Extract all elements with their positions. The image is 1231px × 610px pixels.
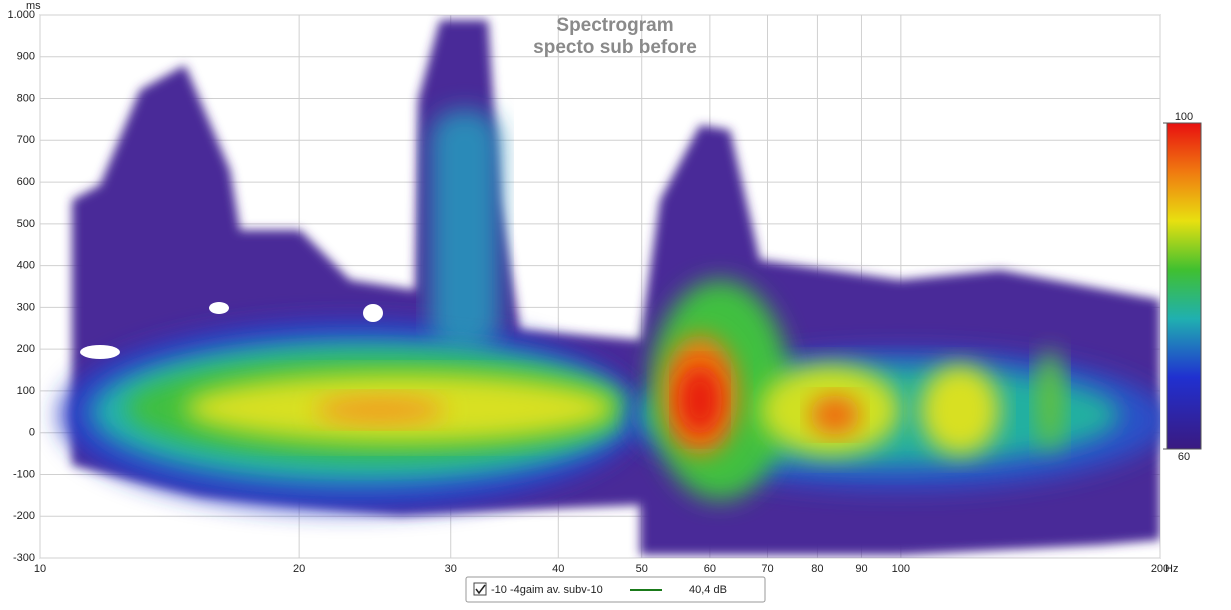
y-tick-label: 700: [17, 134, 35, 146]
x-tick-label: 20: [293, 563, 305, 575]
x-tick-label: 40: [552, 563, 564, 575]
x-tick-label: 30: [445, 563, 457, 575]
y-tick-label: 800: [17, 92, 35, 104]
y-tick-label: 300: [17, 301, 35, 313]
x-tick-label: 100: [892, 563, 910, 575]
colorbar-tick-label: 100: [1175, 111, 1193, 123]
chart-subtitle: specto sub before: [533, 37, 697, 58]
y-tick-label: 100: [17, 385, 35, 397]
y-unit: ms: [26, 0, 41, 12]
y-tick-label: 500: [17, 218, 35, 230]
y-tick-label: -300: [13, 552, 35, 564]
x-tick-label: 90: [855, 563, 867, 575]
y-tick-label: -200: [13, 510, 35, 522]
x-unit: Hz: [1165, 563, 1178, 575]
x-tick-label: 60: [704, 563, 716, 575]
y-tick-label: 400: [17, 260, 35, 272]
x-tick-label: 70: [761, 563, 773, 575]
x-tick-label: 50: [636, 563, 648, 575]
colorbar-tick-label: 60: [1178, 451, 1190, 463]
x-tick-label: 10: [34, 563, 46, 575]
x-tick-label: 200: [1151, 563, 1169, 575]
x-tick-label: 80: [811, 563, 823, 575]
chart-title: Spectrogram: [556, 15, 673, 36]
heatmap: [60, 20, 1160, 555]
y-tick-label: -100: [13, 468, 35, 480]
legend: [465, 576, 766, 603]
y-tick-label: 600: [17, 176, 35, 188]
y-tick-label: 900: [17, 51, 35, 63]
y-tick-label: 0: [29, 427, 35, 439]
y-tick-label: 1.000: [7, 9, 35, 21]
y-tick-label: 200: [17, 343, 35, 355]
check: [475, 584, 486, 595]
colorbar: [1166, 122, 1202, 450]
legend-checkbox[interactable]: [473, 582, 487, 596]
legend-label: -10 -4gaim av. subv-10: [491, 584, 603, 596]
legend-value: 40,4 dB: [689, 584, 727, 596]
